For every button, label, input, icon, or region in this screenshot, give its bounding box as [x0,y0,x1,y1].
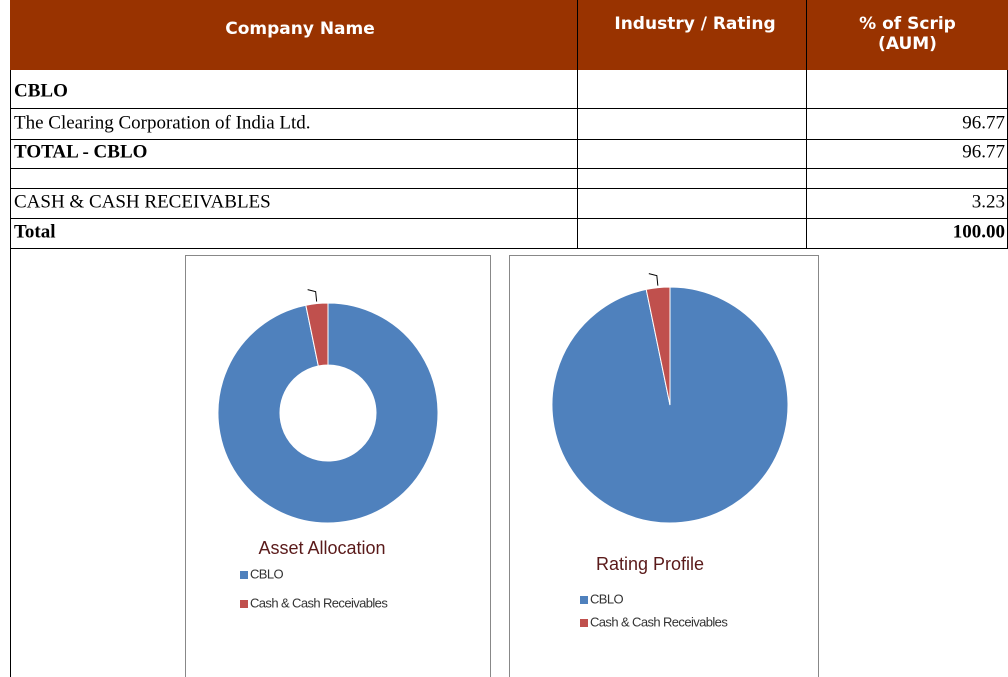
slice [645,286,671,406]
grid [10,0,1008,677]
legend-swatch [580,596,588,604]
cell: 3.23 [972,191,1005,212]
leader-line [307,289,318,302]
cell: CBLO [14,80,68,101]
legend-swatch [240,600,248,608]
header-cell: % of Scrip (AUM) [859,14,956,54]
legend-swatch [240,571,248,579]
cell: 100.00 [953,221,1005,242]
slice [305,302,329,367]
header-cell: Company Name [225,19,375,39]
chart-title: Rating Profile [596,554,704,574]
chart-title: Asset Allocation [258,538,385,558]
cell: The Clearing Corporation of India Ltd. [14,112,311,133]
cell: Total [14,221,56,242]
cell: TOTAL - CBLO [14,141,147,162]
legend-label: CBLO [590,591,623,606]
header-wrap: % of Scrip (AUM) [859,14,956,54]
header-wrap: Industry / Rating [614,14,776,34]
legend-label: CBLO [250,566,283,581]
legend-label: Cash & Cash Receivables [250,595,388,610]
legend-label: Cash & Cash Receivables [590,614,728,629]
cell: 96.77 [962,112,1005,133]
legend-swatch [580,619,588,627]
header-bg [10,0,1008,70]
cell: CASH & CASH RECEIVABLES [14,191,271,212]
leader-line [648,273,659,286]
cell: 96.77 [962,141,1005,162]
chart-frame [509,255,819,677]
header-cell: Industry / Rating [614,14,776,34]
chart-frame [185,255,491,677]
slice [217,302,439,524]
